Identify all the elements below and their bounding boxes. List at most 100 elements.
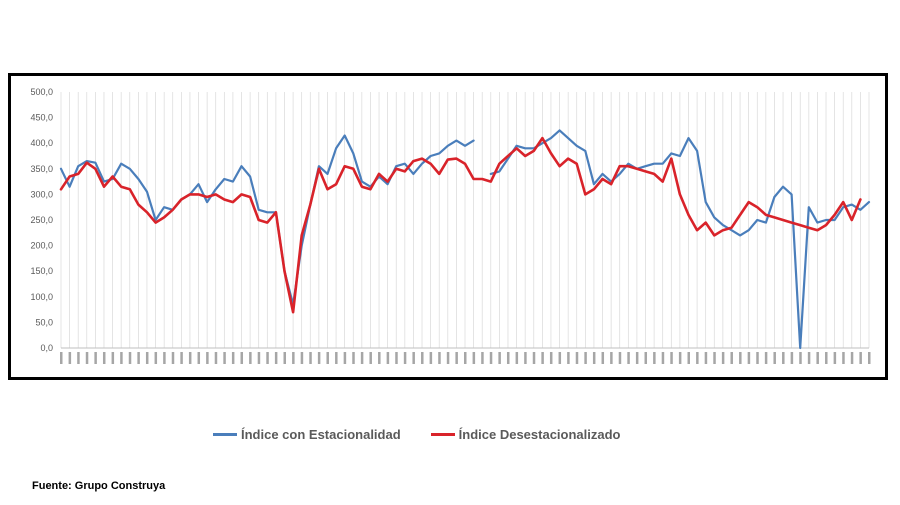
- x-tick-mark: [438, 352, 441, 364]
- x-tick-mark: [842, 352, 845, 364]
- x-tick-mark: [421, 352, 424, 364]
- x-tick-mark: [506, 352, 510, 364]
- x-tick-mark: [386, 352, 390, 364]
- x-tick-mark: [584, 352, 587, 364]
- x-tick-mark: [274, 352, 278, 364]
- y-tick-label: 400,0: [30, 138, 53, 148]
- legend-label-desestacionalizado: Índice Desestacionalizado: [458, 427, 621, 442]
- x-tick-mark: [704, 352, 708, 364]
- series-line-estacionalidad: [59, 129, 871, 350]
- x-tick-mark: [541, 352, 544, 364]
- y-tick-label: 350,0: [30, 164, 53, 174]
- x-tick-mark: [128, 352, 132, 364]
- y-tick-label: 100,0: [30, 292, 53, 302]
- x-tick-mark: [524, 352, 527, 364]
- x-tick-mark: [378, 352, 381, 364]
- x-tick-mark: [257, 352, 261, 364]
- x-tick-mark: [360, 352, 364, 364]
- x-tick-mark: [120, 352, 123, 364]
- legend: Índice con Estacionalidad Índice Desesta…: [213, 427, 651, 442]
- x-tick-mark: [816, 352, 819, 364]
- legend-item-desestacionalizado: Índice Desestacionalizado: [430, 427, 621, 442]
- legend-swatch-red: [430, 433, 455, 436]
- x-tick-mark: [653, 352, 656, 364]
- y-tick-label: 0,0: [40, 343, 53, 353]
- x-tick-mark: [610, 352, 613, 364]
- x-tick-mark: [412, 352, 415, 364]
- x-tick-mark: [472, 352, 476, 364]
- x-tick-mark: [799, 352, 802, 364]
- x-tick-mark: [687, 352, 690, 364]
- x-tick-mark: [326, 352, 329, 364]
- x-tick-mark: [661, 352, 665, 364]
- x-tick-mark: [696, 352, 699, 364]
- x-tick-mark: [68, 352, 72, 364]
- x-tick-mark: [773, 352, 776, 364]
- x-tick-mark: [249, 352, 252, 364]
- x-tick-mark: [266, 352, 269, 364]
- x-tick-mark: [171, 352, 175, 364]
- x-tick-mark: [756, 352, 759, 364]
- x-tick-mark: [859, 352, 862, 364]
- x-tick-mark: [85, 352, 89, 364]
- x-tick-mark: [231, 352, 235, 364]
- x-tick-mark: [635, 352, 639, 364]
- x-tick-mark: [102, 352, 106, 364]
- x-tick-mark: [618, 352, 622, 364]
- x-tick-mark: [163, 352, 166, 364]
- x-tick-mark: [154, 352, 158, 364]
- line-chart: 0,0 50,0 100,0 150,0 200,0 250,0 300,0 350,0 400…: [30, 87, 871, 364]
- legend-label-estacionalidad: Índice con Estacionalidad: [241, 427, 401, 442]
- x-tick-mark: [395, 352, 398, 364]
- x-tick-mark: [850, 352, 854, 364]
- x-tick-mark: [94, 352, 97, 364]
- x-tick-mark: [309, 352, 312, 364]
- x-tick-mark: [592, 352, 596, 364]
- x-tick-mark: [558, 352, 562, 364]
- x-tick-mark: [343, 352, 347, 364]
- x-tick-mark: [790, 352, 794, 364]
- x-tick-mark: [335, 352, 338, 364]
- x-tick-mark: [455, 352, 458, 364]
- x-tick-mark: [515, 352, 519, 364]
- x-tick-mark: [739, 352, 742, 364]
- x-tick-mark: [567, 352, 570, 364]
- x-tick-mark: [644, 352, 648, 364]
- x-tick-mark: [77, 352, 80, 364]
- x-tick-mark: [206, 352, 209, 364]
- y-tick-label: 50,0: [35, 317, 53, 327]
- x-tick-mark: [180, 352, 183, 364]
- x-tick-mark: [764, 352, 768, 364]
- x-tick-mark: [807, 352, 811, 364]
- x-tick-mark: [481, 352, 484, 364]
- x-tick-mark: [678, 352, 682, 364]
- x-tick-mark: [197, 352, 201, 364]
- chart-frame: 0,0 50,0 100,0 150,0 200,0 250,0 300,0 350,0 400…: [8, 73, 888, 380]
- y-tick-label: 250,0: [30, 215, 53, 225]
- x-tick-mark: [352, 352, 355, 364]
- x-tick-mark: [464, 352, 467, 364]
- x-tick-mark: [300, 352, 304, 364]
- x-tick-mark: [549, 352, 553, 364]
- x-tick-mark: [601, 352, 605, 364]
- x-tick-mark: [369, 352, 372, 364]
- x-tick-mark: [627, 352, 630, 364]
- x-tick-mark: [60, 352, 63, 364]
- x-tick-mark: [868, 352, 871, 364]
- x-tick-mark: [833, 352, 837, 364]
- source-note: Fuente: Grupo Construya: [32, 480, 166, 492]
- x-tick-mark: [670, 352, 673, 364]
- x-tick-mark: [575, 352, 579, 364]
- legend-swatch-blue: [213, 433, 237, 436]
- series-line-desestacionalizado: [59, 136, 862, 314]
- x-tick-mark: [730, 352, 733, 364]
- y-tick-label: 500,0: [30, 87, 53, 97]
- x-tick-mark: [188, 352, 192, 364]
- x-tick-mark: [825, 352, 828, 364]
- x-tick-mark: [713, 352, 716, 364]
- x-tick-mark: [403, 352, 407, 364]
- x-tick-mark: [721, 352, 725, 364]
- x-tick-mark: [489, 352, 493, 364]
- legend-item-estacionalidad: Índice con Estacionalidad: [213, 427, 401, 442]
- x-tick-mark: [317, 352, 321, 364]
